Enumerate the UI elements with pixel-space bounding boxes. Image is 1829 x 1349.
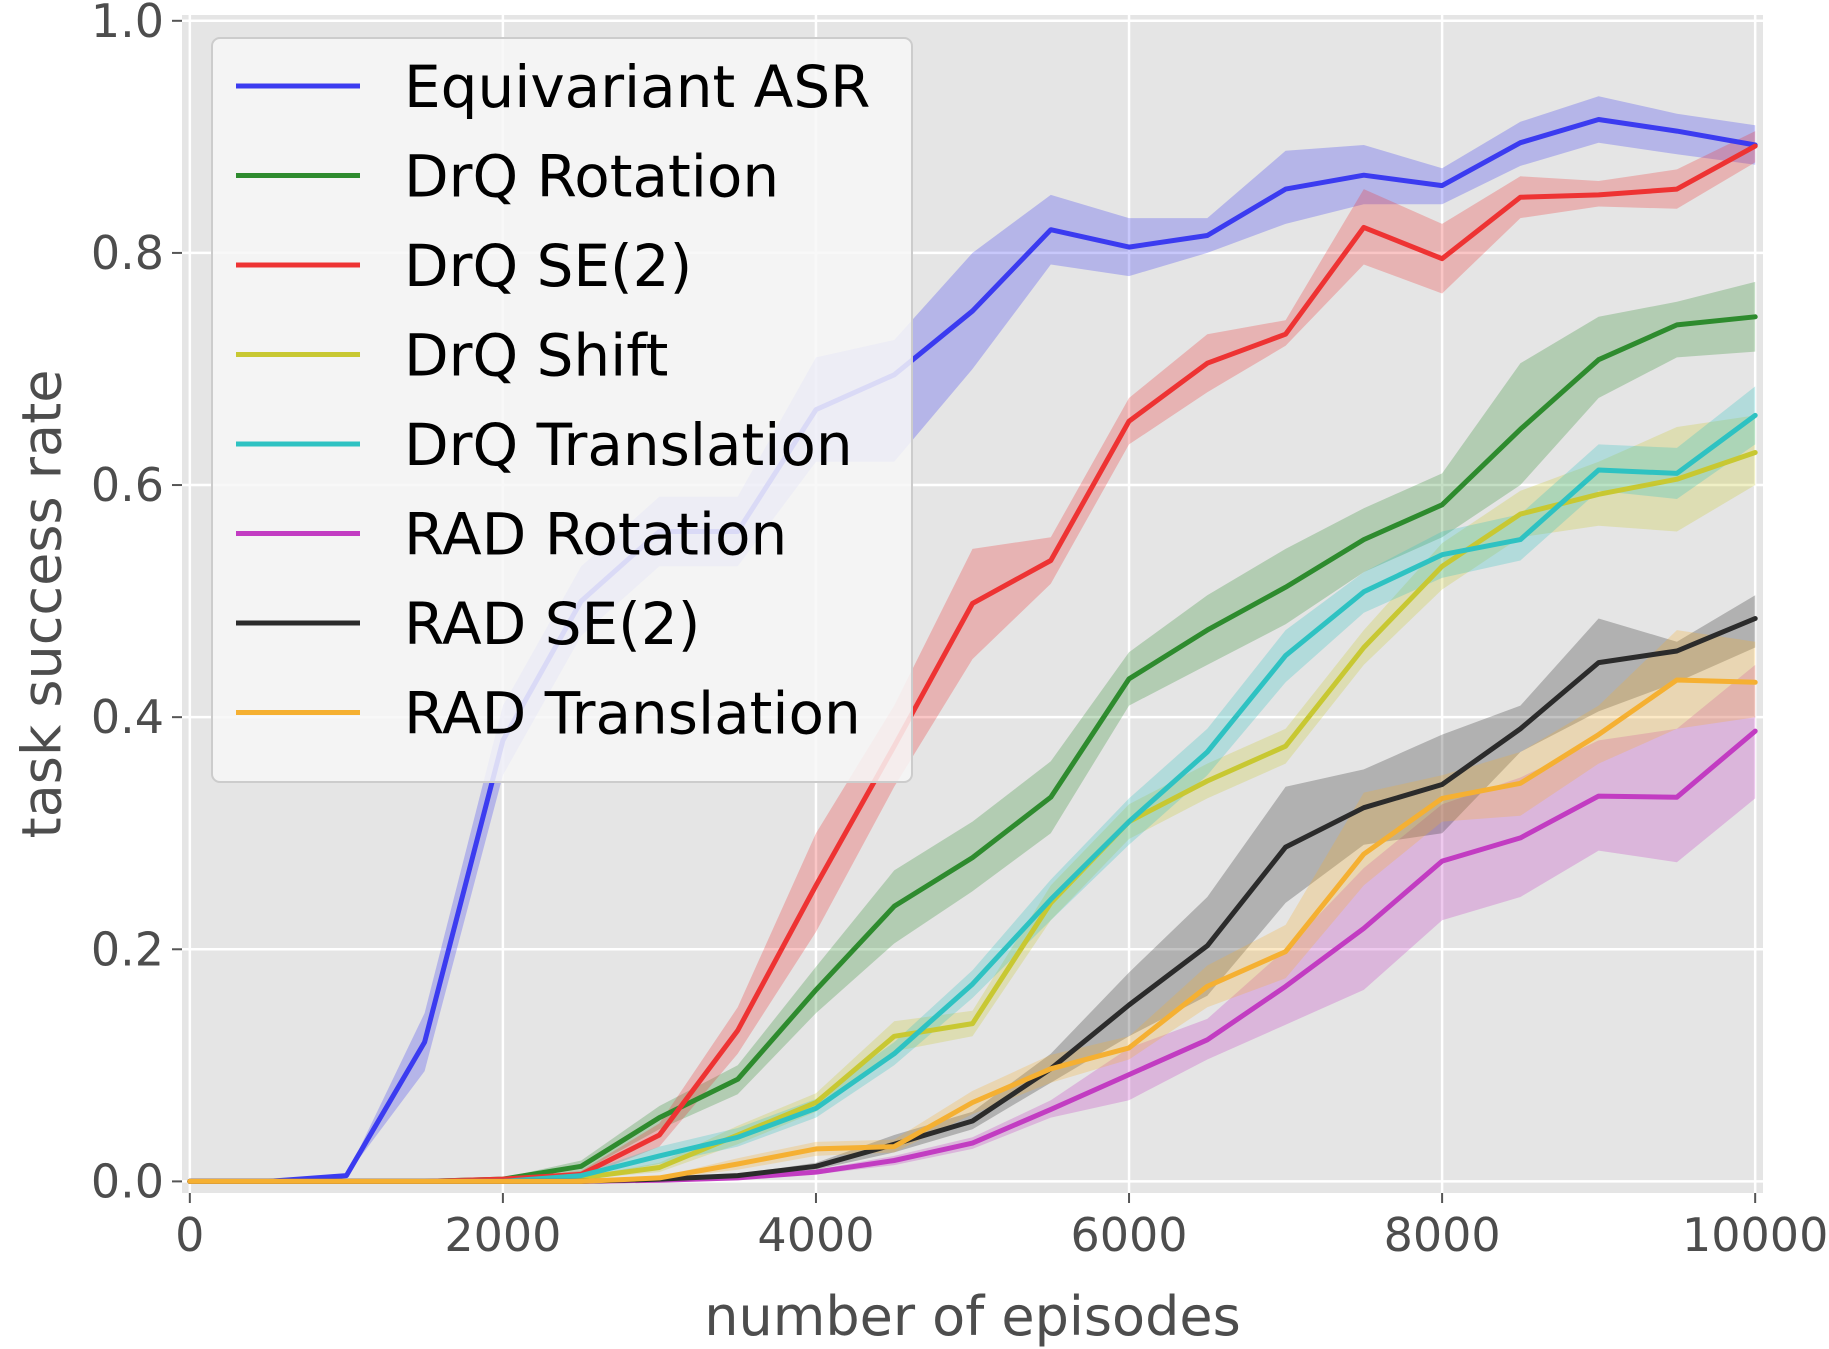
legend-label: DrQ Shift: [404, 322, 668, 390]
axes: 0 2000 4000 6000 8000 10000 0.0 0.2 0.4 0.6 0.8 1.0: [91, 0, 1829, 1262]
legend-label: DrQ Translation: [404, 411, 853, 479]
x-axis-title: number of episodes: [704, 1285, 1240, 1348]
legend-label: DrQ SE(2): [404, 232, 692, 300]
series-line: [187, 117, 1758, 1184]
legend-label: RAD Rotation: [404, 501, 787, 569]
y-tick-label: 0.4: [91, 690, 164, 744]
x-tick-label: 8000: [1384, 1208, 1501, 1262]
legend: Equivariant ASR DrQ Rotation DrQ SE(2) DrQ …: [211, 37, 913, 783]
x-tick-label: 2000: [444, 1208, 561, 1262]
legend-label: DrQ Rotation: [404, 143, 779, 211]
legend-label: RAD SE(2): [404, 590, 700, 658]
confidence-band: [189, 386, 1756, 1182]
x-tick-label: 4000: [757, 1208, 874, 1262]
confidence-band: [189, 131, 1756, 1182]
y-tick-label: 0.6: [91, 458, 164, 512]
series-line: [187, 677, 1758, 1184]
confidence-band: [189, 595, 1756, 1182]
legend-box: [211, 37, 913, 783]
legend-label: RAD Translation: [404, 680, 861, 748]
y-tick-label: 0.0: [91, 1154, 164, 1208]
series-lines: [187, 117, 1758, 1184]
x-tick-label: 0: [175, 1208, 204, 1262]
y-tick-label: 1.0: [91, 0, 164, 48]
y-tick-label: 0.2: [91, 922, 164, 976]
legend-label: Equivariant ASR: [404, 53, 870, 121]
x-tick-label: 10000: [1682, 1208, 1828, 1262]
confidence-band: [189, 281, 1756, 1182]
x-tick-label: 6000: [1070, 1208, 1187, 1262]
y-tick-label: 0.8: [91, 226, 164, 280]
y-axis-title: task success rate: [11, 370, 74, 839]
